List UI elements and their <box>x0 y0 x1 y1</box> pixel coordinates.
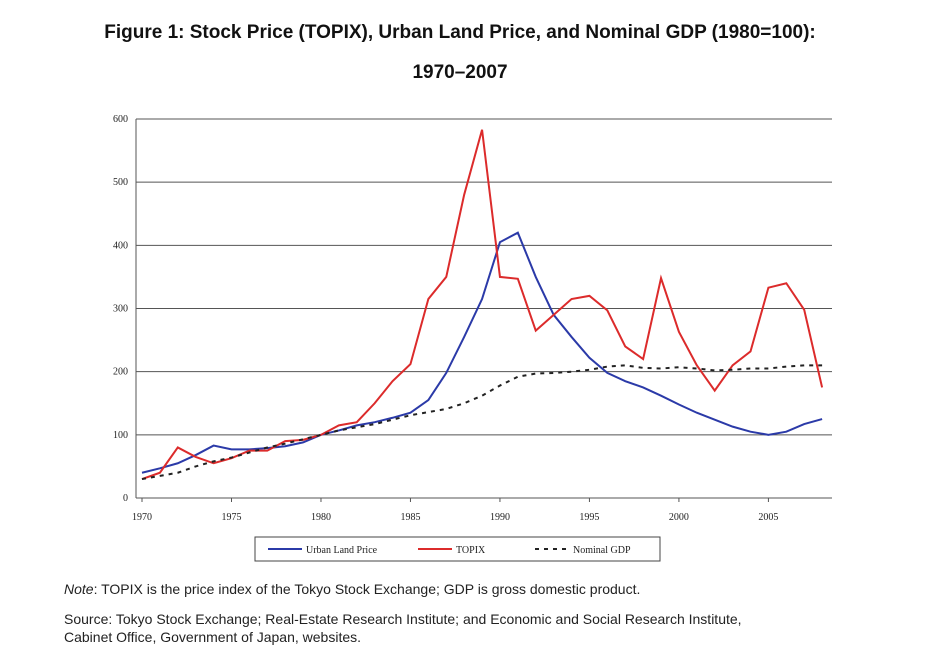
series-line <box>141 364 823 481</box>
y-tick-label: 100 <box>113 430 128 441</box>
y-tick-label: 0 <box>123 493 128 504</box>
x-tick-label: 1970 <box>132 512 152 523</box>
note-text: : TOPIX is the price index of the Tokyo … <box>94 581 641 597</box>
chart-title: Figure 1: Stock Price (TOPIX), Urban Lan… <box>104 22 815 43</box>
y-tick-label: 600 <box>113 114 128 125</box>
y-tick-label: 300 <box>113 304 128 315</box>
x-tick-label: 1985 <box>400 512 420 523</box>
note: Note: TOPIX is the price index of the To… <box>64 581 640 597</box>
series-line <box>141 231 823 474</box>
x-tick-label: 2000 <box>669 512 689 523</box>
legend-label: Nominal GDP <box>573 545 631 556</box>
x-tick-label: 1995 <box>579 512 599 523</box>
y-tick-label: 400 <box>113 240 128 251</box>
source-line: Source: Tokyo Stock Exchange; Real-Estat… <box>64 611 742 627</box>
x-tick-label: 1975 <box>221 512 241 523</box>
legend-label: TOPIX <box>456 545 486 556</box>
x-tick-label: 1990 <box>490 512 510 523</box>
legend-label: Urban Land Price <box>306 545 378 556</box>
chart-subtitle: 1970–2007 <box>412 62 507 83</box>
x-tick-label: 1980 <box>311 512 331 523</box>
note-label: Note <box>64 581 94 597</box>
legend-box <box>254 536 661 562</box>
source-line: Cabinet Office, Government of Japan, web… <box>64 629 361 645</box>
y-tick-label: 200 <box>113 367 128 378</box>
x-tick-label: 2005 <box>758 512 778 523</box>
y-tick-label: 500 <box>113 177 128 188</box>
